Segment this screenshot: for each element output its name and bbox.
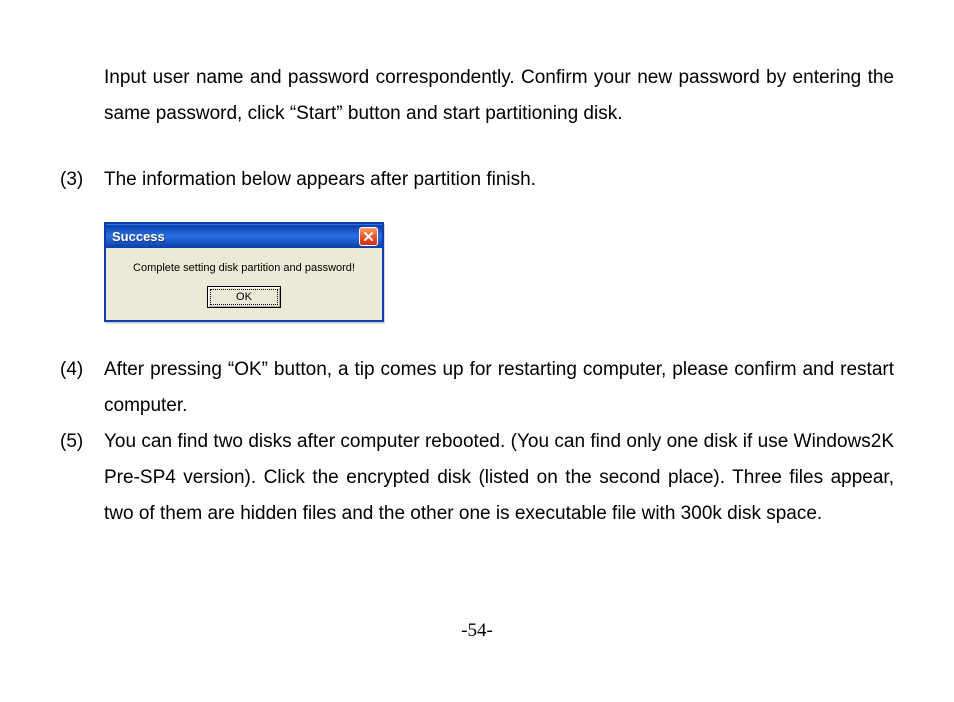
list-item-5: (5) You can find two disks after compute… <box>60 424 894 532</box>
dialog-title: Success <box>112 229 359 244</box>
dialog-message: Complete setting disk partition and pass… <box>116 262 372 274</box>
list-item-text: The information below appears after part… <box>104 162 894 198</box>
intro-paragraph: Input user name and password corresponde… <box>104 60 894 132</box>
list-item-4: (4) After pressing “OK” button, a tip co… <box>60 352 894 424</box>
list-item-text: You can find two disks after computer re… <box>104 424 894 532</box>
spacer <box>60 198 894 220</box>
dialog-body: Complete setting disk partition and pass… <box>106 248 382 320</box>
close-button[interactable] <box>359 227 378 246</box>
list-marker: (5) <box>60 424 104 460</box>
document-page: Input user name and password corresponde… <box>0 0 954 702</box>
close-icon <box>363 231 374 242</box>
spacer <box>60 132 894 162</box>
dialog-titlebar: Success <box>106 224 382 248</box>
ok-button[interactable]: OK <box>207 286 281 308</box>
spacer <box>60 322 894 352</box>
list-marker: (3) <box>60 162 104 198</box>
list-item-3: (3) The information below appears after … <box>60 162 894 198</box>
list-item-text: After pressing “OK” button, a tip comes … <box>104 352 894 424</box>
dialog-wrapper: Success Complete setting disk partition … <box>104 222 894 322</box>
page-number: -54- <box>0 620 954 642</box>
list-marker: (4) <box>60 352 104 388</box>
success-dialog: Success Complete setting disk partition … <box>104 222 384 322</box>
